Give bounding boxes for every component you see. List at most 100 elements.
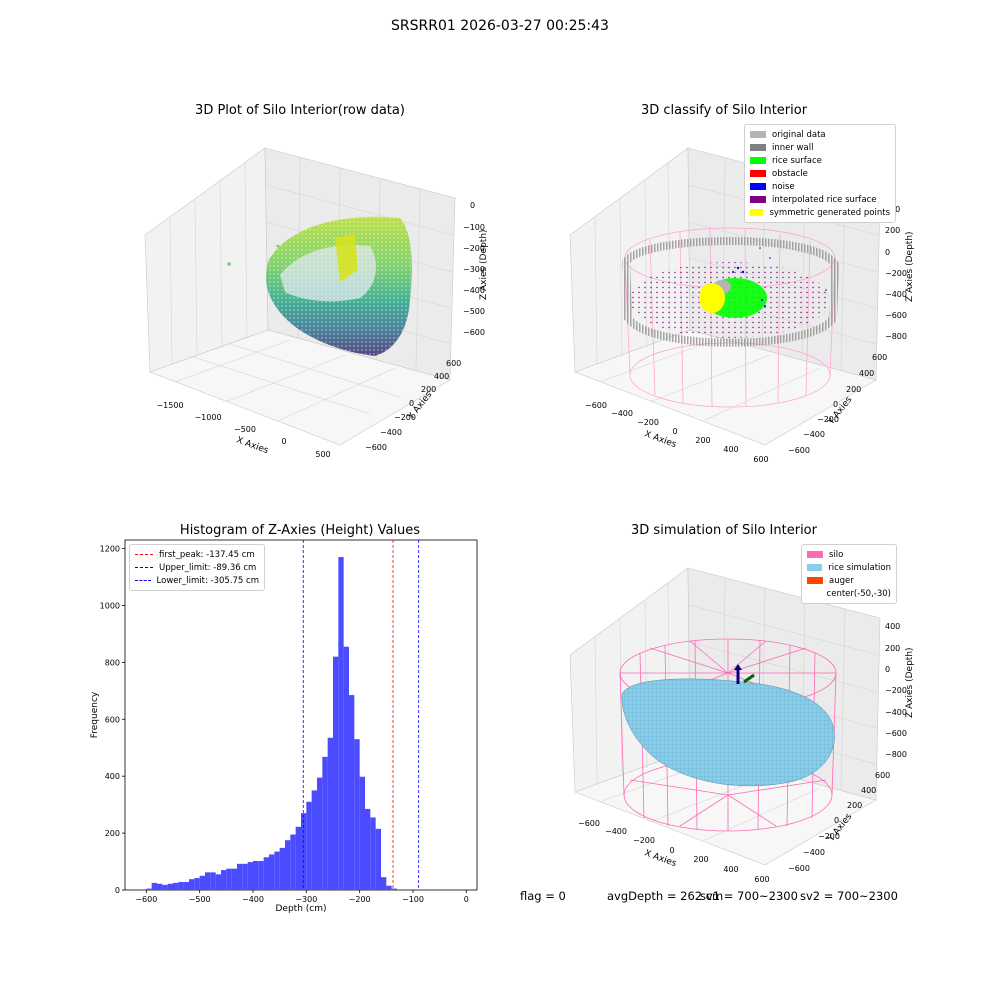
histogram-bar <box>370 817 376 890</box>
legend-item-rice-simulation: rice simulation <box>807 561 891 574</box>
histogram-bar <box>167 883 173 890</box>
histogram-xlabel: Depth (cm) <box>275 904 326 914</box>
histogram-ytick-label: 400 <box>105 772 120 781</box>
plot4-xtick: −200 <box>633 836 655 845</box>
plot2-xtick: 0 <box>672 427 677 436</box>
legend-swatch <box>750 131 766 138</box>
histogram-bar <box>274 851 280 890</box>
plot4-xtick: 0 <box>669 846 674 855</box>
plot2-xtick: 400 <box>723 445 738 454</box>
histogram-bar <box>386 885 392 890</box>
histogram-xtick-label: 0 <box>464 895 469 904</box>
plot2-ztick: 200 <box>885 226 900 235</box>
histogram-title: Histogram of Z-Axies (Height) Values <box>179 523 421 538</box>
legend-swatch <box>807 551 823 558</box>
legend-swatch <box>807 590 821 597</box>
legend-item-interpolated: interpolated rice surface <box>750 193 890 206</box>
legend-item-center: center(-50,-30) <box>807 587 891 600</box>
plot4-ytick: 400 <box>861 786 876 795</box>
histogram-bar <box>205 872 211 890</box>
histogram-bar <box>226 868 232 890</box>
legend-label: rice simulation <box>828 562 891 573</box>
histogram-bar <box>194 878 200 890</box>
histogram-bar <box>189 879 195 890</box>
figure-title: SRSRR01 2026-03-27 00:25:43 <box>391 18 609 34</box>
plot4-zlabel: Z Axies (Depth) <box>905 647 915 718</box>
legend-label: first_peak: -137.45 cm <box>159 549 255 560</box>
plot4-legend: silo rice simulation auger center(-50,-3… <box>801 544 897 604</box>
histogram-bar <box>381 877 387 890</box>
legend-item-auger: auger <box>807 574 891 587</box>
plot1-ytick: −400 <box>380 428 402 437</box>
legend-label: obstacle <box>772 168 808 179</box>
plot2-xtick: −400 <box>611 409 633 418</box>
histogram-bar <box>183 882 189 890</box>
plot1-ytick: 200 <box>421 385 436 394</box>
histogram-bar <box>151 882 157 890</box>
histogram-ytick-label: 0 <box>115 886 120 895</box>
histogram-bar <box>322 756 328 890</box>
legend-label: auger <box>829 575 854 586</box>
histogram-bar <box>354 739 360 890</box>
plot1-ytick: −600 <box>365 443 387 452</box>
legend-label: symmetric generated points <box>769 207 890 218</box>
plot4-xtick: 400 <box>723 865 738 874</box>
histogram-xtick-label: −600 <box>135 895 157 904</box>
histogram-ylabel: Frequency <box>90 691 100 738</box>
histogram-bar <box>306 801 312 890</box>
plot4-title: 3D simulation of Silo Interior <box>631 523 817 538</box>
histogram-legend: first_peak: -137.45 cm Upper_limit: -89.… <box>129 544 265 591</box>
histogram-bar <box>173 882 179 890</box>
plot4-xtick: 200 <box>693 855 708 864</box>
plot2-zlabel: Z Axies (Depth) <box>905 231 915 302</box>
status-sv1: sv1 = 700~2300 <box>700 889 798 903</box>
plot2-ztick: −400 <box>885 290 907 299</box>
plot4-ytick: −200 <box>818 832 840 841</box>
plot1-ztick: −100 <box>463 223 485 232</box>
histogram-ytick-label: 600 <box>105 715 120 724</box>
histogram-bar <box>221 870 227 890</box>
plot1-xtick: −1000 <box>194 413 221 422</box>
histogram-bar <box>215 874 221 890</box>
histogram-bar <box>317 777 323 890</box>
histogram-bar <box>333 656 339 890</box>
legend-item-noise: noise <box>750 180 890 193</box>
legend-swatch <box>750 157 766 164</box>
legend-label: silo <box>829 549 844 560</box>
legend-label: Upper_limit: -89.36 cm <box>159 562 257 573</box>
plot2-ytick: −400 <box>803 430 825 439</box>
legend-swatch <box>750 196 766 203</box>
plot4-ytick: 0 <box>834 816 839 825</box>
legend-label: inner wall <box>772 142 814 153</box>
histogram-bar <box>178 882 184 890</box>
plot2-ytick: 0 <box>833 400 838 409</box>
plot2-xtick: 200 <box>695 436 710 445</box>
status-sv2: sv2 = 700~2300 <box>800 889 898 903</box>
histogram-bar <box>327 737 333 890</box>
histogram-ytick-label: 1000 <box>100 601 120 610</box>
plot2-xtick: −200 <box>637 418 659 427</box>
plot2-title: 3D classify of Silo Interior <box>640 103 808 118</box>
plot1-ytick: 400 <box>434 372 449 381</box>
plot4-ztick: −600 <box>885 729 907 738</box>
histogram-bar <box>285 840 291 890</box>
histogram-bar <box>146 888 152 890</box>
histogram-xtick-label: −500 <box>189 895 211 904</box>
plot1-ytick: −200 <box>394 413 416 422</box>
histogram-bar <box>199 875 205 890</box>
plot1-ytick: 0 <box>409 399 414 408</box>
legend-item-rice-surface: rice surface <box>750 154 890 167</box>
plot2-ztick: 0 <box>885 248 890 257</box>
legend-line <box>135 567 153 568</box>
plot4-ztick: 0 <box>885 665 890 674</box>
histogram-bar <box>279 847 285 890</box>
plot4-xtick: −600 <box>578 819 600 828</box>
plot4-ztick: 400 <box>885 622 900 631</box>
plot4-ytick: −600 <box>788 864 810 873</box>
plot2-xtick: 600 <box>753 455 768 464</box>
status-flag: flag = 0 <box>520 889 566 903</box>
histogram-bar <box>231 868 237 890</box>
plot2-ytick: 200 <box>846 385 861 394</box>
legend-swatch <box>807 577 823 584</box>
